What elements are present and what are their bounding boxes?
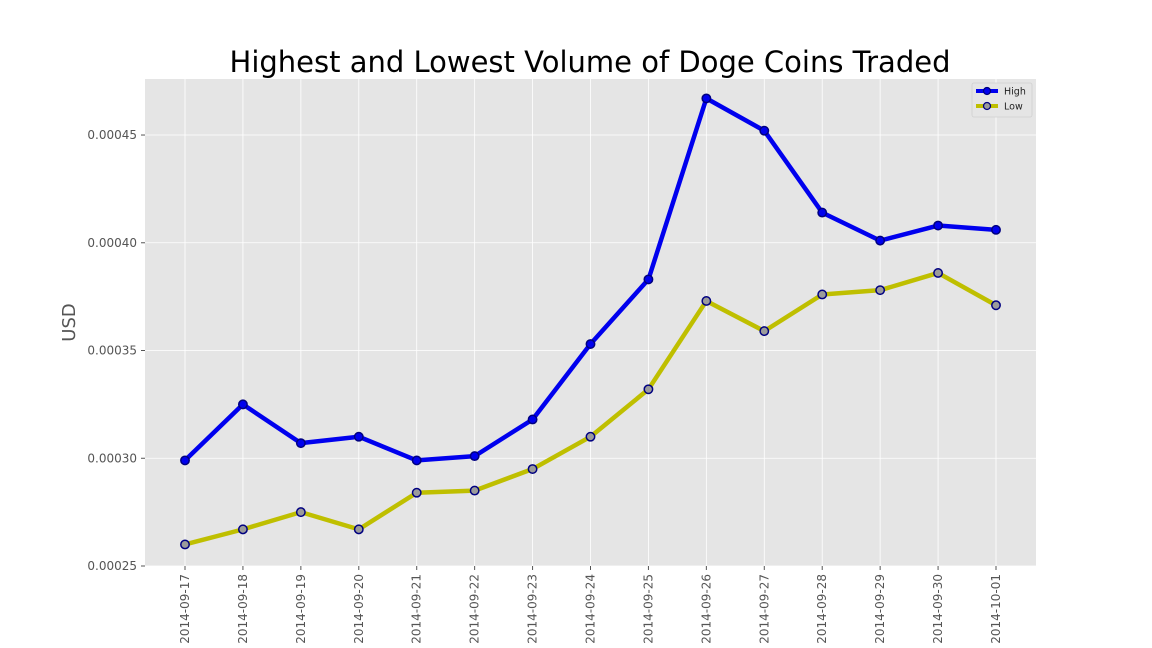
data-point	[527, 464, 538, 474]
data-point	[991, 224, 1001, 235]
data-point	[643, 274, 654, 285]
data-point	[585, 339, 596, 349]
data-point	[469, 451, 480, 462]
y-axis-label: USD	[59, 303, 80, 341]
series-low	[180, 267, 1001, 550]
y-tick-label: 0.00030	[87, 451, 137, 465]
x-tick-label: 2014-09-27	[757, 574, 771, 644]
x-tick-label: 2014-09-19	[294, 574, 308, 644]
data-point	[295, 438, 306, 449]
x-tick-label: 2014-09-20	[352, 574, 366, 644]
data-point	[991, 300, 1001, 311]
data-point	[527, 414, 538, 425]
data-point	[643, 384, 654, 395]
data-point	[411, 455, 422, 466]
y-axis: 0.00025 0.00030 0.00035 0.00040 0.00045	[87, 128, 145, 573]
data-point	[411, 487, 422, 498]
x-tick-label: 2014-09-18	[236, 574, 250, 644]
data-point	[701, 93, 712, 104]
data-point	[759, 125, 770, 136]
data-point	[759, 326, 770, 337]
y-tick-label: 0.00035	[87, 344, 137, 358]
x-tick-label: 2014-09-23	[526, 574, 540, 644]
data-point	[875, 235, 886, 246]
x-tick-label: 2014-09-21	[410, 574, 424, 644]
x-tick-label: 2014-09-25	[641, 574, 655, 644]
y-tick-label: 0.00045	[87, 128, 137, 142]
x-tick-label: 2014-09-29	[873, 574, 887, 644]
data-point	[180, 539, 190, 550]
data-point	[875, 285, 886, 296]
x-axis: 2014-09-17 2014-09-18 2014-09-19 2014-09-20…	[178, 566, 1003, 644]
x-tick-label: 2014-09-30	[931, 574, 945, 644]
data-point	[295, 507, 306, 518]
data-point	[817, 289, 828, 300]
data-point	[469, 485, 480, 496]
data-point	[585, 431, 596, 442]
data-point	[353, 524, 364, 535]
legend-item-low: Low	[976, 102, 1023, 113]
x-tick-label: 2014-09-26	[699, 574, 713, 644]
data-point	[180, 455, 190, 466]
grid	[145, 79, 1036, 567]
legend-label: Low	[1004, 102, 1023, 113]
legend-label: High	[1004, 87, 1026, 98]
y-tick-label: 0.00025	[87, 559, 137, 573]
legend-marker	[982, 101, 992, 111]
data-point	[237, 524, 248, 535]
chart-title: Highest and Lowest Volume of Doge Coins …	[230, 45, 951, 79]
x-tick-label: 2014-09-28	[815, 574, 829, 644]
y-tick-label: 0.00040	[87, 236, 137, 250]
series-high	[180, 93, 1001, 466]
data-point	[701, 296, 712, 306]
data-point	[933, 267, 944, 278]
x-tick-label: 2014-09-24	[584, 574, 598, 644]
data-point	[817, 207, 828, 218]
x-tick-label: 2014-09-17	[178, 574, 192, 644]
data-point	[237, 399, 248, 410]
series-layer	[180, 93, 1001, 550]
legend-marker	[982, 86, 992, 96]
data-point	[933, 220, 944, 231]
x-tick-label: 2014-10-01	[989, 574, 1003, 644]
legend-item-high: High	[976, 87, 1026, 98]
x-tick-label: 2014-09-22	[468, 574, 482, 644]
legend: High Low	[971, 82, 1033, 118]
data-point	[353, 431, 364, 442]
